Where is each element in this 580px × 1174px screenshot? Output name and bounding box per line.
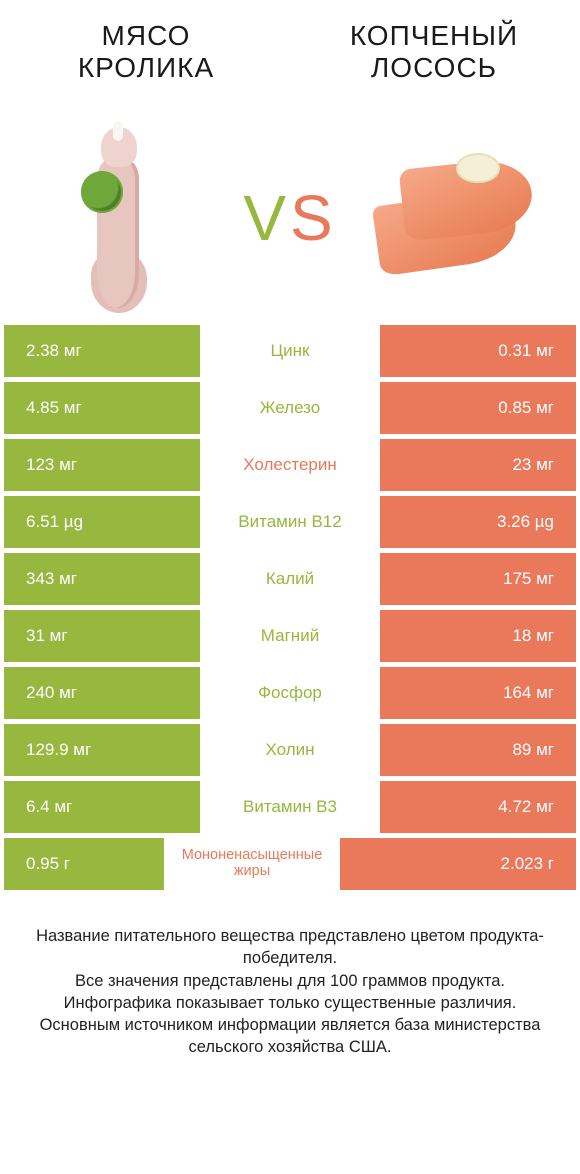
nutrient-name: Витамин B3 [200,781,380,833]
nutrient-left-value: 0.95 г [4,838,164,890]
nutrient-row: 6.51 µgВитамин B123.26 µg [4,496,576,553]
nutrient-left-value: 129.9 мг [4,724,200,776]
nutrient-right-value: 89 мг [380,724,576,776]
nutrient-row: 4.85 мгЖелезо0.85 мг [4,382,576,439]
nutrient-name: Холин [200,724,380,776]
nutrient-right-value: 23 мг [380,439,576,491]
vs-s: S [290,182,337,254]
left-image [34,118,214,318]
rabbit-illustration [69,123,179,313]
nutrient-name: Железо [200,382,380,434]
infographic-frame: МЯСО КРОЛИКА КОПЧЕНЫЙ ЛОСОСЬ VS 2.38 мгЦ… [0,0,580,1174]
nutrient-row: 2.38 мгЦинк0.31 мг [4,325,576,382]
nutrient-left-value: 343 мг [4,553,200,605]
nutrient-right-value: 164 мг [380,667,576,719]
nutrient-name: Магний [200,610,380,662]
nutrient-name: Витамин B12 [200,496,380,548]
nutrient-row: 240 мгФосфор164 мг [4,667,576,724]
nutrient-row: 0.95 гМононенасыщенные жиры2.023 г [4,838,576,895]
titles-row: МЯСО КРОЛИКА КОПЧЕНЫЙ ЛОСОСЬ [0,0,580,110]
nutrient-right-value: 0.31 мг [380,325,576,377]
nutrient-left-value: 240 мг [4,667,200,719]
title-left: МЯСО КРОЛИКА [36,20,256,102]
nutrient-rows: 2.38 мгЦинк0.31 мг4.85 мгЖелезо0.85 мг12… [0,325,580,895]
footer-notes: Название питательного вещества представл… [0,895,580,1059]
nutrient-row: 123 мгХолестерин23 мг [4,439,576,496]
nutrient-left-value: 123 мг [4,439,200,491]
nutrient-left-value: 6.51 µg [4,496,200,548]
nutrient-name: Цинк [200,325,380,377]
footer-line: Название питательного вещества представл… [30,925,550,970]
nutrient-row: 6.4 мгВитамин B34.72 мг [4,781,576,838]
nutrient-name: Мононенасыщенные жиры [164,838,340,890]
salmon-illustration [366,153,546,283]
nutrient-right-value: 175 мг [380,553,576,605]
nutrient-row: 129.9 мгХолин89 мг [4,724,576,781]
footer-line: Основным источником информации является … [30,1014,550,1059]
nutrient-row: 343 мгКалий175 мг [4,553,576,610]
title-right: КОПЧЕНЫЙ ЛОСОСЬ [324,20,544,102]
right-image [366,118,546,318]
nutrient-name: Холестерин [200,439,380,491]
nutrient-row: 31 мгМагний18 мг [4,610,576,667]
nutrient-left-value: 2.38 мг [4,325,200,377]
footer-line: Все значения представлены для 100 граммо… [30,970,550,992]
nutrient-right-value: 18 мг [380,610,576,662]
nutrient-name: Калий [200,553,380,605]
images-row: VS [0,110,580,325]
nutrient-name: Фосфор [200,667,380,719]
nutrient-right-value: 3.26 µg [380,496,576,548]
nutrient-right-value: 2.023 г [340,838,576,890]
vs-v: V [243,182,290,254]
vs-label: VS [243,181,336,255]
nutrient-left-value: 4.85 мг [4,382,200,434]
nutrient-right-value: 4.72 мг [380,781,576,833]
nutrient-left-value: 6.4 мг [4,781,200,833]
footer-line: Инфографика показывает только существенн… [30,992,550,1014]
nutrient-left-value: 31 мг [4,610,200,662]
nutrient-right-value: 0.85 мг [380,382,576,434]
